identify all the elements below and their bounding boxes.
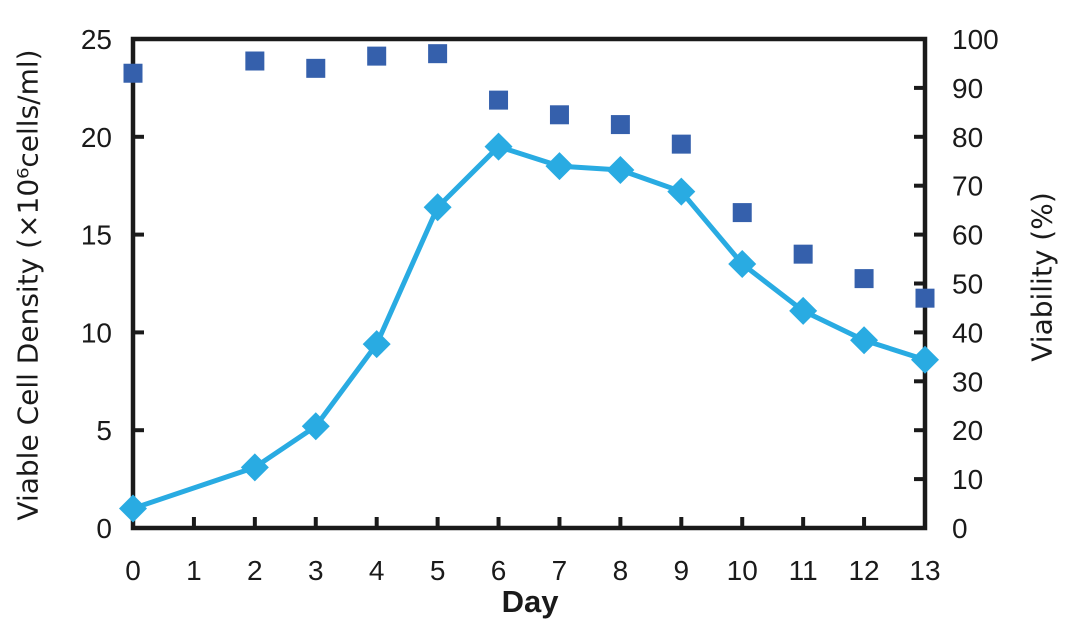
x-tick-label-7: 7	[552, 555, 568, 586]
y-left-tick-label-20: 20	[81, 122, 112, 153]
data-point-viability-day-7	[549, 105, 569, 125]
x-tick-label-10: 10	[727, 555, 758, 586]
data-point-viable-cell-density-day-8	[606, 156, 635, 185]
data-point-viable-cell-density-day-3	[301, 412, 330, 441]
y-right-tick-label-10: 10	[952, 464, 983, 495]
data-point-viability-day-6	[489, 90, 509, 110]
y-right-tick-label-40: 40	[952, 317, 983, 348]
data-point-viability-day-4	[367, 46, 387, 66]
y-left-tick-label-25: 25	[81, 24, 112, 55]
data-point-viable-cell-density-day-4	[362, 330, 391, 359]
data-point-viable-cell-density-day-7	[545, 152, 574, 181]
x-tick-label-11: 11	[789, 555, 818, 586]
data-point-viable-cell-density-day-10	[728, 249, 757, 278]
y-right-tick-label-80: 80	[952, 122, 983, 153]
y-right-axis-title: Viability (%)	[1025, 192, 1059, 362]
y-right-tick-label-70: 70	[952, 171, 983, 202]
x-tick-label-4: 4	[369, 555, 385, 586]
x-axis-title: Day	[501, 584, 559, 619]
data-point-viability-day-11	[793, 244, 813, 264]
data-point-viability-day-3	[306, 58, 326, 78]
y-right-tick-label-20: 20	[952, 415, 983, 446]
data-point-viable-cell-density-day-6	[484, 132, 513, 161]
x-tick-label-12: 12	[848, 555, 879, 586]
y-right-tick-label-30: 30	[952, 366, 983, 397]
x-tick-label-2: 2	[247, 555, 263, 586]
x-tick-label-0: 0	[125, 555, 141, 586]
data-point-viability-day-12	[854, 269, 874, 289]
x-tick-label-5: 5	[430, 555, 446, 586]
y-left-tick-label-10: 10	[81, 317, 112, 348]
data-point-viability-day-9	[671, 134, 691, 154]
y-right-tick-label-100: 100	[952, 24, 999, 55]
data-point-viability-day-0	[123, 63, 143, 83]
x-tick-label-9: 9	[674, 555, 690, 586]
y-right-tick-label-50: 50	[952, 269, 983, 300]
y-left-tick-label-0: 0	[96, 513, 112, 544]
data-point-viable-cell-density-day-12	[850, 326, 879, 355]
x-tick-label-6: 6	[491, 555, 507, 586]
x-tick-label-13: 13	[909, 555, 940, 586]
y-left-tick-label-15: 15	[81, 220, 112, 251]
data-point-viability-day-5	[428, 44, 448, 64]
x-tick-label-1: 1	[186, 555, 202, 586]
data-point-viable-cell-density-day-5	[423, 193, 452, 222]
data-point-viability-day-2	[245, 51, 265, 71]
data-point-viable-cell-density-day-11	[789, 296, 818, 325]
data-point-viable-cell-density-day-0	[119, 494, 147, 523]
data-point-viability-day-13	[915, 288, 935, 308]
data-point-viability-day-10	[732, 203, 752, 223]
y-left-axis-title: Viable Cell Density (×10⁶cells/ml)	[11, 49, 45, 521]
data-point-viable-cell-density-day-9	[667, 177, 696, 206]
y-right-tick-label-0: 0	[952, 513, 968, 544]
data-point-viable-cell-density-day-2	[240, 453, 269, 482]
data-point-viable-cell-density-day-13	[911, 345, 939, 374]
series-line-viable-cell-density	[130, 144, 928, 511]
x-tick-label-3: 3	[308, 555, 324, 586]
y-left-tick-label-5: 5	[96, 415, 112, 446]
y-right-tick-label-90: 90	[952, 73, 983, 104]
y-right-tick-label-60: 60	[952, 220, 983, 251]
data-point-viability-day-8	[610, 115, 630, 135]
plot-border	[130, 36, 928, 531]
x-tick-label-8: 8	[613, 555, 629, 586]
